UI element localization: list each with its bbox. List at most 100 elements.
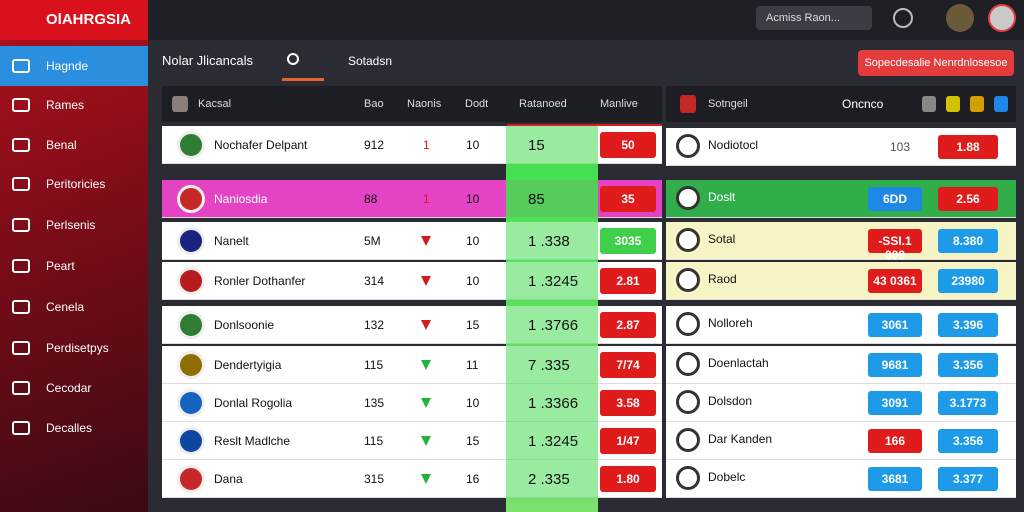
menu-item[interactable]: Cecodar: [0, 368, 148, 408]
menu-icon: [12, 177, 30, 191]
rate: 1 .3366: [528, 395, 579, 412]
green-cell: [506, 180, 598, 218]
live-value[interactable]: 1/47: [600, 428, 656, 454]
mid-value[interactable]: 9681: [868, 353, 922, 377]
rate: 7 .335: [528, 357, 570, 374]
live-value[interactable]: 7/74: [600, 352, 656, 378]
live-value[interactable]: 50: [600, 132, 656, 158]
cell: 314: [364, 274, 385, 288]
tab-underline: [282, 78, 324, 81]
avatar[interactable]: [946, 4, 974, 32]
menu-icon: [12, 59, 30, 73]
team-logo: [676, 228, 700, 252]
team-name: Nochafer Delpant: [214, 138, 308, 152]
column-header: Sotngeil: [708, 98, 748, 110]
search-box[interactable]: Acmiss Raon...: [756, 6, 872, 30]
team-logo: [676, 186, 700, 210]
odds-value[interactable]: 2.56: [938, 187, 998, 211]
menu-icon: [12, 381, 30, 395]
logo[interactable]: OlAHRGSIA: [0, 0, 148, 40]
rate: 1 .3766: [528, 317, 579, 334]
green-cell: [506, 460, 598, 498]
menu-item[interactable]: Peritoricies: [0, 164, 148, 204]
live-value[interactable]: 35: [600, 186, 656, 212]
cell: 103: [890, 140, 911, 154]
avatar[interactable]: [988, 4, 1016, 32]
table-row[interactable]: [666, 422, 1016, 460]
mid-value[interactable]: 166: [868, 429, 922, 453]
team-logo: [177, 131, 205, 159]
odds-value[interactable]: 3.1773: [938, 391, 998, 415]
green-cell: [506, 384, 598, 422]
cell: 1: [423, 138, 430, 152]
menu-icon: [12, 300, 30, 314]
settings-icon[interactable]: [893, 8, 913, 28]
column-header: Manlive: [600, 98, 638, 110]
cell: 15: [466, 434, 480, 448]
trend-arrow: [421, 436, 431, 446]
cell: 10: [466, 192, 480, 206]
menu-item[interactable]: Perlsenis: [0, 205, 148, 245]
team-name: Nodiotocl: [708, 138, 759, 152]
mid-value[interactable]: 3061: [868, 313, 922, 337]
menu-item[interactable]: Cenela: [0, 287, 148, 327]
header-icon[interactable]: [946, 96, 960, 112]
header-icon[interactable]: [970, 96, 984, 112]
cell: 16: [466, 472, 480, 486]
team-name: Dobelc: [708, 470, 746, 484]
green-cell: [506, 306, 598, 344]
tab[interactable]: Sotadsn: [348, 54, 393, 68]
odds-value[interactable]: 3.377: [938, 467, 998, 491]
trend-arrow: [421, 276, 431, 286]
mid-value[interactable]: 43 0361: [868, 269, 922, 293]
odds-value[interactable]: 8.380: [938, 229, 998, 253]
cell: 115: [364, 434, 384, 448]
cell: 1: [423, 192, 430, 206]
header-icon[interactable]: [922, 96, 936, 112]
column-header: Ratanoed: [519, 98, 567, 110]
column-header: Kacsal: [198, 98, 232, 110]
team-name: Ronler Dothanfer: [214, 274, 306, 288]
search-icon[interactable]: [287, 53, 299, 65]
column-header: Dodt: [465, 98, 489, 110]
live-value[interactable]: 1.80: [600, 466, 656, 492]
live-value[interactable]: 3035: [600, 228, 656, 254]
menu-item[interactable]: Peart: [0, 246, 148, 286]
trend-arrow: [421, 320, 431, 330]
odds-value[interactable]: 3.356: [938, 429, 998, 453]
mid-value[interactable]: 3681: [868, 467, 922, 491]
mid-value[interactable]: -SSI.1 009: [868, 229, 922, 262]
mid-value[interactable]: 3091: [868, 391, 922, 415]
header-icon[interactable]: [994, 96, 1008, 112]
column-accent: [507, 124, 662, 127]
team-name: Nolloreh: [708, 316, 753, 330]
green-cell: [506, 262, 598, 300]
menu-icon: [12, 218, 30, 232]
menu-item[interactable]: Hagnde: [0, 46, 148, 86]
cell: 115: [364, 358, 384, 372]
team-name: Dolsdon: [708, 394, 753, 408]
odds-value[interactable]: 1.88: [938, 135, 998, 159]
team-icon: [680, 95, 696, 113]
team-name: Naniosdia: [214, 192, 268, 206]
mid-value[interactable]: 6DD: [868, 187, 922, 211]
odds-value[interactable]: 3.356: [938, 353, 998, 377]
live-value[interactable]: 3.58: [600, 390, 656, 416]
rate: 1 .338: [528, 233, 570, 250]
menu-item[interactable]: Decalles: [0, 408, 148, 448]
action-button[interactable]: Sopecdesalie Nenrdnlosesoe: [858, 50, 1014, 76]
menu-item[interactable]: Benal: [0, 125, 148, 165]
odds-value[interactable]: 3.396: [938, 313, 998, 337]
live-value[interactable]: 2.81: [600, 268, 656, 294]
menu-item[interactable]: Rames: [0, 85, 148, 125]
team-name: Donlsoonie: [214, 318, 275, 332]
live-value[interactable]: 2.87: [600, 312, 656, 338]
table-header: [162, 86, 662, 122]
green-cell: [506, 346, 598, 384]
cell: 88: [364, 192, 378, 206]
odds-value[interactable]: 23980: [938, 269, 998, 293]
menu-item[interactable]: Perdisetpys: [0, 328, 148, 368]
team-logo: [177, 267, 205, 295]
cell: 132: [364, 318, 385, 332]
team-logo: [676, 390, 700, 414]
